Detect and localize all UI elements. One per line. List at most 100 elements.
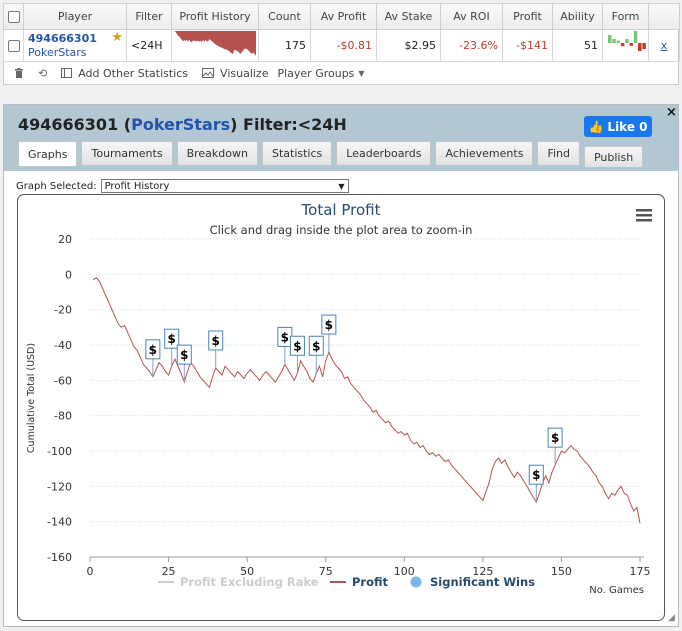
- select-all-header[interactable]: [3, 3, 24, 30]
- form-chart: [608, 31, 646, 51]
- dollar-icon: $: [551, 431, 559, 445]
- menu-line: [636, 219, 652, 222]
- header-form[interactable]: Form: [602, 3, 649, 30]
- header-actions: [648, 3, 680, 30]
- x-axis-label: No. Games: [589, 585, 644, 596]
- visualize-label: Visualize: [220, 66, 269, 80]
- tab-tournaments[interactable]: Tournaments: [81, 141, 173, 165]
- visualize-button[interactable]: Visualize: [202, 67, 268, 80]
- header-profit-history[interactable]: Profit History: [171, 3, 259, 30]
- flag-box: [208, 330, 224, 351]
- row-checkbox[interactable]: [8, 40, 20, 52]
- profit-cell: -$141: [502, 29, 553, 62]
- row-checkbox-cell[interactable]: [3, 29, 24, 62]
- tab-publish[interactable]: Publish: [583, 146, 644, 167]
- players-table: Player Filter Profit History Count Av Pr…: [3, 3, 680, 62]
- resize-handle[interactable]: ◢: [668, 613, 675, 623]
- profit-history-sparkline[interactable]: [174, 30, 256, 58]
- chart-menu-icon[interactable]: [636, 209, 652, 222]
- significant-win-marker[interactable]: $: [308, 335, 324, 374]
- header-av-stake[interactable]: Av Stake: [376, 3, 441, 30]
- graph-selector: Graph Selected: Profit History ▼: [16, 179, 349, 193]
- header-filter[interactable]: Filter: [126, 3, 172, 30]
- profit-chart[interactable]: Total Profit Click and drag inside the pl…: [18, 195, 664, 620]
- header-av-profit[interactable]: Av Profit: [310, 3, 377, 30]
- tab-find[interactable]: Find: [537, 141, 580, 165]
- remove-player-link[interactable]: x: [648, 29, 680, 62]
- significant-win-marker[interactable]: $: [164, 328, 180, 367]
- facebook-like-button[interactable]: 👍 Like 0: [584, 116, 652, 137]
- flag-box: [321, 314, 337, 335]
- players-header-row: Player Filter Profit History Count Av Pr…: [3, 3, 680, 30]
- menu-line: [636, 214, 652, 217]
- legend-symbol: [410, 576, 422, 588]
- dollar-icon: $: [532, 468, 540, 482]
- dollar-icon: $: [149, 343, 157, 357]
- x-tick-label: 175: [630, 565, 651, 578]
- profit-history-cell: [171, 29, 259, 62]
- tab-breakdown[interactable]: Breakdown: [176, 141, 258, 165]
- form-bar: [612, 39, 616, 43]
- significant-win-marker[interactable]: $: [547, 427, 563, 466]
- y-tick-label: -40: [54, 339, 72, 352]
- player-id-link[interactable]: 494666301: [28, 31, 97, 45]
- sparkline-area: [174, 31, 256, 57]
- y-tick-label: -80: [54, 410, 72, 423]
- like-label: Like 0: [607, 119, 648, 134]
- menu-line: [636, 209, 652, 212]
- graph-select-dropdown[interactable]: Profit History ▼: [100, 179, 349, 193]
- form-bar: [616, 40, 621, 43]
- favourite-star-icon[interactable]: ★: [111, 30, 123, 45]
- header-player[interactable]: Player: [23, 3, 127, 30]
- significant-win-marker[interactable]: $: [289, 335, 305, 374]
- player-site-link[interactable]: PokerStars: [28, 45, 87, 59]
- chart-container: Total Profit Click and drag inside the pl…: [17, 194, 665, 621]
- significant-win-marker[interactable]: $: [528, 464, 544, 503]
- y-axis-label: Cumulative Total (USD): [26, 343, 37, 453]
- significant-win-marker[interactable]: $: [277, 326, 293, 365]
- significant-win-marker[interactable]: $: [321, 314, 337, 353]
- close-panel-button[interactable]: ×: [666, 105, 677, 120]
- y-tick-label: -60: [54, 374, 72, 387]
- legend-label: Profit Excluding Rake: [180, 575, 319, 589]
- x-tick-label: 25: [162, 565, 176, 578]
- flag-box: [176, 344, 192, 365]
- form-bar: [608, 35, 612, 43]
- graph-select-value: Profit History: [104, 180, 170, 192]
- tab-graphs[interactable]: Graphs: [18, 141, 78, 166]
- header-profit[interactable]: Profit: [502, 3, 553, 30]
- chart-legend: Profit Excluding Rake Profit Significant W…: [158, 575, 535, 589]
- y-tick-label: -120: [47, 480, 72, 493]
- form-bar: [638, 43, 642, 51]
- form-bar: [642, 43, 646, 49]
- dollar-icon: $: [212, 334, 220, 348]
- x-tick-label: 125: [472, 565, 493, 578]
- significant-win-marker[interactable]: $: [145, 339, 161, 377]
- dollar-icon: $: [180, 348, 188, 362]
- dollar-icon: $: [168, 332, 176, 346]
- table-row: 494666301 PokerStars ★ <24H 175 -$0.81 $…: [3, 29, 680, 62]
- header-av-roi[interactable]: Av ROI: [440, 3, 503, 30]
- header-count[interactable]: Count: [258, 3, 311, 30]
- player-groups-dropdown[interactable]: Player Groups ▼: [277, 67, 364, 80]
- ability-cell: 51: [552, 29, 603, 62]
- tab-leaderboards[interactable]: Leaderboards: [336, 141, 432, 165]
- refresh-button[interactable]: ⟲: [38, 67, 51, 80]
- legend-significant-wins[interactable]: Significant Wins: [410, 575, 536, 589]
- significant-win-marker[interactable]: $: [176, 344, 192, 383]
- legend-profit[interactable]: Profit: [330, 575, 389, 589]
- select-all-checkbox[interactable]: [7, 11, 20, 23]
- tab-statistics[interactable]: Statistics: [261, 141, 333, 165]
- add-other-statistics-button[interactable]: Add Other Statistics: [61, 67, 188, 80]
- legend-profit-excluding-rake[interactable]: Profit Excluding Rake: [158, 575, 319, 589]
- header-ability[interactable]: Ability: [552, 3, 603, 30]
- delete-button[interactable]: [14, 67, 24, 79]
- panel-title-site[interactable]: PokerStars: [131, 115, 231, 134]
- tab-achievements[interactable]: Achievements: [435, 141, 534, 165]
- filter-cell: <24H: [126, 29, 172, 62]
- y-tick-label: -160: [47, 551, 72, 564]
- significant-win-marker[interactable]: $: [208, 330, 224, 368]
- dollar-icon: $: [325, 318, 333, 332]
- chart-title: Total Profit: [301, 201, 381, 219]
- form-bar: [620, 43, 625, 47]
